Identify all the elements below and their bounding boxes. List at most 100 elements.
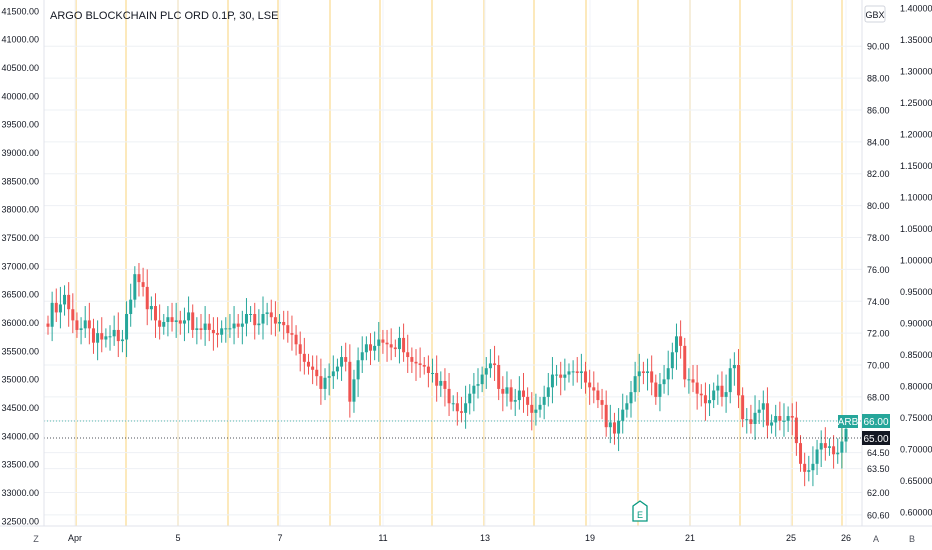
candle-87 — [406, 334, 410, 373]
candle-21 — [133, 266, 137, 308]
candle-77 — [364, 336, 368, 361]
candle-124 — [559, 361, 563, 396]
candle-body-136 — [608, 422, 612, 428]
candle-body-140 — [625, 403, 629, 410]
left-axis-tick-15: 34000.00 — [1, 431, 39, 441]
candle-62 — [302, 337, 306, 375]
candle-body-188 — [823, 443, 827, 448]
earnings-marker[interactable]: E — [632, 500, 648, 522]
candle-133 — [596, 382, 600, 409]
right-axis-tick-6: 78.00 — [867, 233, 890, 243]
symbol-label: ARB — [838, 417, 859, 428]
left-axis-tick-3: 40000.00 — [1, 91, 39, 101]
candle-95 — [439, 371, 443, 397]
time-axis[interactable]: Apr 5 7 11 13 19 21 25 26 — [68, 533, 851, 543]
right-axis-tick-8: 74.00 — [867, 297, 890, 307]
auto-scale-button[interactable]: A — [873, 534, 879, 544]
candle-49 — [249, 306, 253, 322]
candle-body-144 — [641, 371, 645, 373]
earnings-flag-icon — [632, 500, 648, 522]
left-price-axis[interactable]: 41500.00 41000.00 40500.00 40000.00 39500.00… — [1, 6, 39, 526]
right-axis-tick-0: 90.00 — [867, 42, 890, 52]
candle-body-179 — [786, 416, 790, 421]
candle-116 — [526, 387, 530, 417]
time-axis-tick-1: 5 — [175, 533, 180, 543]
candle-38 — [203, 306, 207, 346]
candle-180 — [790, 403, 794, 436]
candle-body-109 — [497, 365, 501, 389]
candle-body-155 — [687, 379, 691, 381]
candle-body-58 — [286, 325, 290, 334]
candle-80 — [377, 321, 381, 362]
log-scale-button[interactable]: B — [909, 534, 915, 544]
candle-25 — [149, 296, 153, 321]
candle-body-56 — [278, 321, 282, 324]
currency-button[interactable]: GBX — [864, 5, 886, 23]
candle-192 — [840, 423, 844, 469]
candle-12 — [96, 320, 100, 361]
candle-body-162 — [716, 385, 720, 391]
candle-149 — [662, 365, 666, 394]
bottom-left-button[interactable]: Z — [33, 534, 39, 544]
candle-body-67 — [323, 377, 327, 389]
candle-body-90 — [418, 363, 422, 366]
candle-body-13 — [100, 333, 104, 340]
candle-body-88 — [410, 357, 414, 362]
candle-body-101 — [464, 403, 468, 413]
candle-body-167 — [736, 365, 740, 396]
right-price-axis[interactable]: 90.00 88.00 86.00 84.00 82.00 80.00 78.00 76.00… — [867, 42, 890, 521]
far-right-price-axis[interactable]: 1.40000 1.35000 1.30000 1.25000 1.20000 1.150… — [900, 4, 932, 518]
candle-body-146 — [650, 371, 654, 383]
candle-36 — [195, 317, 199, 345]
candle-70 — [335, 358, 339, 380]
candle-16 — [112, 315, 116, 346]
candle-body-130 — [584, 371, 588, 383]
candle-5 — [67, 282, 71, 327]
time-axis-tick-0: Apr — [68, 533, 82, 543]
far-right-axis-tick-4: 1.20000 — [900, 130, 932, 140]
candle-3 — [58, 286, 62, 329]
time-axis-tick-7: 25 — [786, 533, 796, 543]
candle-191 — [836, 438, 840, 464]
candle-97 — [447, 372, 451, 417]
candle-body-77 — [364, 344, 368, 353]
right-axis-tick-5: 80.00 — [867, 201, 890, 211]
candle-69 — [331, 355, 335, 389]
candle-body-53 — [265, 312, 269, 315]
candle-165 — [728, 358, 732, 404]
candle-body-15 — [108, 336, 112, 338]
candle-body-168 — [741, 395, 745, 420]
candle-body-36 — [195, 328, 199, 330]
candle-body-44 — [228, 328, 232, 330]
candle-body-50 — [253, 314, 257, 326]
earnings-label: E — [637, 510, 643, 520]
left-axis-tick-13: 35000.00 — [1, 375, 39, 385]
candle-74 — [352, 369, 356, 413]
candle-body-135 — [604, 404, 608, 428]
right-axis-tick-4: 82.00 — [867, 169, 890, 179]
candle-60 — [294, 325, 298, 356]
candle-177 — [778, 401, 782, 431]
candle-body-139 — [621, 409, 625, 421]
candle-body-182 — [799, 443, 803, 464]
far-right-axis-tick-1: 1.35000 — [900, 35, 932, 45]
candle-body-128 — [575, 371, 579, 373]
candle-128 — [575, 357, 579, 383]
candle-139 — [621, 393, 625, 434]
candle-102 — [468, 384, 472, 415]
candle-body-118 — [534, 409, 538, 413]
candle-body-83 — [389, 344, 393, 348]
candle-119 — [538, 396, 542, 418]
candle-129 — [579, 353, 583, 389]
candle-79 — [373, 331, 377, 361]
candle-32 — [178, 310, 182, 335]
candle-body-21 — [133, 274, 137, 300]
candle-body-132 — [592, 387, 596, 391]
candle-body-121 — [546, 387, 550, 397]
candle-body-114 — [517, 390, 521, 401]
candle-body-18 — [120, 339, 124, 342]
candle-body-85 — [397, 337, 401, 350]
candle-body-100 — [459, 411, 463, 413]
